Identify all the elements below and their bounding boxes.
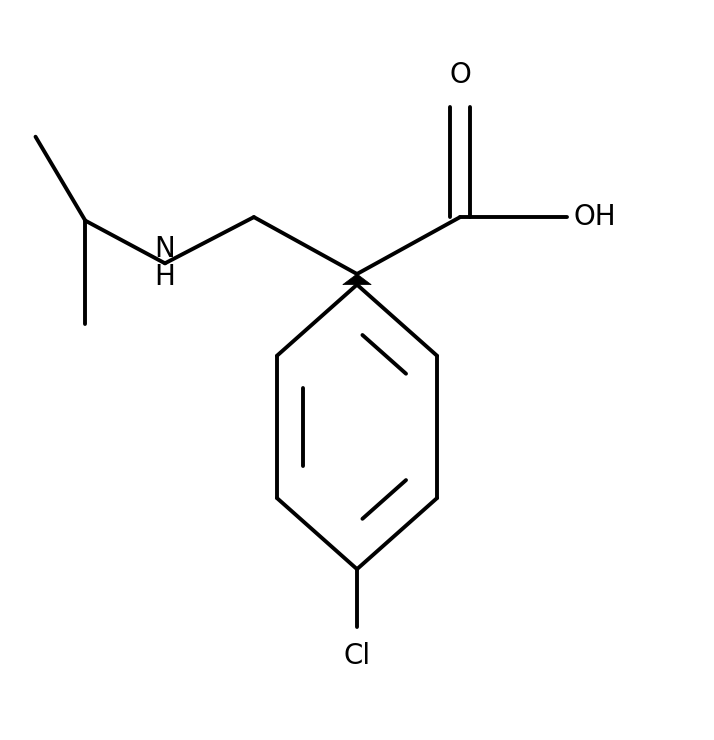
Text: OH: OH: [574, 203, 617, 231]
Text: N: N: [155, 235, 176, 263]
Text: O: O: [449, 61, 471, 89]
Text: Cl: Cl: [343, 642, 371, 670]
Text: H: H: [154, 263, 176, 292]
Polygon shape: [343, 274, 371, 285]
